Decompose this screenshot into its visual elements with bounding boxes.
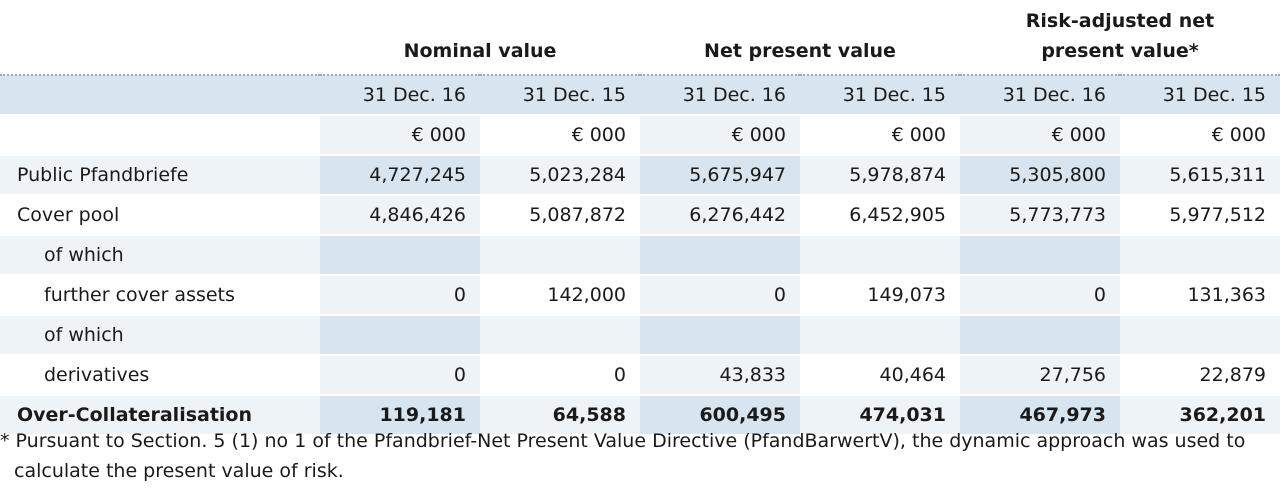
value-cell: 40,464 [800, 354, 960, 395]
value-cell [480, 314, 640, 355]
table-row: of which [0, 314, 1280, 355]
unit-cell: € 000 [320, 114, 480, 155]
value-cell [640, 234, 800, 275]
value-cell: 0 [480, 354, 640, 395]
row-label: of which [0, 314, 320, 355]
value-cell [960, 234, 1120, 275]
group-header-row: Nominal value Net present value Risk-adj… [0, 0, 1280, 75]
row-label: Public Pfandbriefe [0, 154, 320, 195]
row-label: Cover pool [0, 194, 320, 235]
footnote: * Pursuant to Section. 5 (1) no 1 of the… [0, 426, 1268, 486]
value-cell [320, 234, 480, 275]
date-cell: 31 Dec. 16 [320, 74, 480, 115]
unit-blank-cell [0, 114, 320, 155]
value-cell: 64,588 [480, 394, 640, 434]
value-cell: 5,773,773 [960, 194, 1120, 235]
value-cell: 6,276,442 [640, 194, 800, 235]
unit-cell: € 000 [640, 114, 800, 155]
footnote-line-2: calculate the present value of risk. [14, 460, 344, 482]
value-cell: 0 [320, 274, 480, 315]
total-row: Over-Collateralisation 119,181 64,588 60… [0, 394, 1280, 434]
date-cell: 31 Dec. 15 [1120, 74, 1280, 115]
value-cell: 119,181 [320, 394, 480, 434]
group-header-nominal: Nominal value [403, 40, 557, 62]
value-cell: 5,023,284 [480, 154, 640, 195]
table-row: Cover pool 4,846,426 5,087,872 6,276,442… [0, 194, 1280, 235]
date-cell: 31 Dec. 15 [480, 74, 640, 115]
unit-row: € 000 € 000 € 000 € 000 € 000 € 000 [0, 114, 1280, 155]
value-cell: 0 [320, 354, 480, 395]
value-cell [320, 314, 480, 355]
value-cell: 6,452,905 [800, 194, 960, 235]
unit-cell: € 000 [800, 114, 960, 155]
date-blank-cell [0, 74, 320, 115]
value-cell: 4,846,426 [320, 194, 480, 235]
value-cell: 22,879 [1120, 354, 1280, 395]
footnote-line-1: * Pursuant to Section. 5 (1) no 1 of the… [0, 430, 1246, 452]
table-row: Public Pfandbriefe 4,727,245 5,023,284 5… [0, 154, 1280, 195]
table-row: of which [0, 234, 1280, 275]
value-cell [1120, 234, 1280, 275]
value-cell: 5,675,947 [640, 154, 800, 195]
group-header-npv: Net present value [704, 40, 896, 62]
value-cell [1120, 314, 1280, 355]
value-cell: 0 [640, 274, 800, 315]
value-cell: 600,495 [640, 394, 800, 434]
row-label: of which [0, 234, 320, 275]
date-cell: 31 Dec. 16 [640, 74, 800, 115]
unit-cell: € 000 [960, 114, 1120, 155]
value-cell: 5,305,800 [960, 154, 1120, 195]
row-label: Over-Collateralisation [0, 394, 320, 434]
value-cell [960, 314, 1120, 355]
value-cell: 149,073 [800, 274, 960, 315]
value-cell: 5,978,874 [800, 154, 960, 195]
value-cell: 5,977,512 [1120, 194, 1280, 235]
date-cell: 31 Dec. 16 [960, 74, 1120, 115]
value-cell: 362,201 [1120, 394, 1280, 434]
row-label: further cover assets [0, 274, 320, 315]
value-cell [480, 234, 640, 275]
value-cell: 474,031 [800, 394, 960, 434]
cover-table: Nominal value Net present value Risk-adj… [0, 0, 1280, 434]
value-cell [800, 314, 960, 355]
group-header-risk-adjusted: Risk-adjusted net present value* [1025, 10, 1215, 62]
value-cell: 27,756 [960, 354, 1120, 395]
value-cell [800, 234, 960, 275]
value-cell: 467,973 [960, 394, 1120, 434]
value-cell: 5,087,872 [480, 194, 640, 235]
table-row: derivatives 0 0 43,833 40,464 27,756 22,… [0, 354, 1280, 395]
value-cell [640, 314, 800, 355]
date-cell: 31 Dec. 15 [800, 74, 960, 115]
value-cell: 43,833 [640, 354, 800, 395]
value-cell: 4,727,245 [320, 154, 480, 195]
value-cell: 5,615,311 [1120, 154, 1280, 195]
date-header-row: 31 Dec. 16 31 Dec. 15 31 Dec. 16 31 Dec.… [0, 74, 1280, 115]
table-row: further cover assets 0 142,000 0 149,073… [0, 274, 1280, 315]
row-label: derivatives [0, 354, 320, 395]
header-blank-cell [0, 0, 320, 75]
value-cell: 142,000 [480, 274, 640, 315]
value-cell: 131,363 [1120, 274, 1280, 315]
value-cell: 0 [960, 274, 1120, 315]
unit-cell: € 000 [480, 114, 640, 155]
unit-cell: € 000 [1120, 114, 1280, 155]
